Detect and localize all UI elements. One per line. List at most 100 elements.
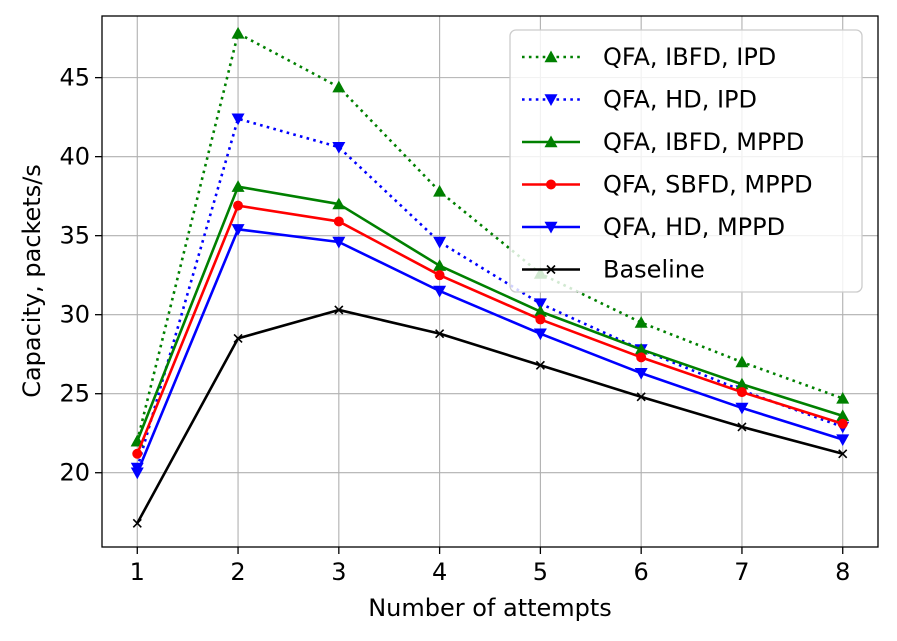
x-tick-label: 6 [634,558,649,586]
y-axis-label: Capacity, packets/s [18,164,46,398]
data-point [535,314,546,325]
data-point [533,305,547,317]
legend-marker [544,221,558,234]
legend-marker [544,135,558,148]
legend-label: Baseline [603,256,705,284]
data-point [332,141,346,154]
x-tick-label: 3 [331,558,346,586]
legend-entry: QFA, HD, MPPD [522,213,785,241]
legend-label: QFA, SBFD, MPPD [603,171,813,199]
legend-entry: QFA, IBFD, MPPD [522,128,804,156]
data-point [231,224,245,236]
legend-entry: Baseline [522,256,705,284]
x-axis-ticks: 1 2 3 4 5 6 7 8 [130,547,850,586]
data-point [334,305,344,315]
x-marker-stroke [838,449,848,459]
data-point [836,391,850,404]
x-tick-label: 7 [734,558,749,586]
series-qfa-sbfd-mppd [132,200,848,459]
legend: QFA, IBFD, IPD QFA, HD, IPD QFA, IBFD, MPP… [509,29,863,293]
x-tick-label: 1 [130,558,145,586]
legend-entry: QFA, HD, IPD [522,86,757,114]
data-point [636,352,647,363]
legend-box [509,29,863,293]
data-point [735,377,749,390]
legend-label: QFA, IBFD, MPPD [603,128,804,156]
data-point [836,434,850,447]
x-axis-label: Number of attempts [368,594,612,622]
data-point [735,355,749,368]
x-marker-stroke [636,392,646,402]
x-marker-stroke [334,305,344,315]
data-point [231,26,245,39]
data-point [736,387,747,398]
data-point [433,236,447,249]
data-point [634,316,648,328]
series-line [136,185,844,442]
data-point [634,367,648,380]
data-point [231,113,245,126]
legend-label: QFA, HD, IPD [603,86,757,114]
series-line [136,117,844,469]
legend-marker [544,94,558,106]
data-point [837,418,848,429]
data-point [433,184,447,197]
y-tick-label: 40 [59,143,90,171]
x-tick-label: 2 [230,558,245,586]
data-point [332,80,346,93]
legend-entry: QFA, SBFD, MPPD [522,171,813,199]
x-marker-stroke [535,360,545,370]
plot-series [130,26,850,528]
plot-frame [101,15,879,548]
y-tick-label: 25 [59,380,90,408]
data-point [332,197,346,210]
y-tick-label: 45 [59,64,90,92]
data-point [836,409,850,422]
data-point [433,285,447,298]
y-tick-label: 35 [59,222,90,250]
legend-marker [546,179,556,190]
x-marker-stroke [132,518,142,528]
x-tick-label: 5 [533,558,548,586]
legend-marker [546,264,556,275]
data-point [132,518,142,528]
data-point [332,236,346,249]
data-point [333,216,344,227]
data-point [435,329,445,339]
series-baseline [132,305,848,528]
data-point [233,333,243,343]
x-marker-stroke [737,422,747,432]
legend-marker [544,50,558,63]
y-axis-ticks: 20 25 30 35 40 45 [59,64,102,487]
x-tick-label: 8 [835,558,850,586]
data-point [533,328,547,341]
data-point [838,449,848,459]
data-point [634,342,648,355]
data-point [636,392,646,402]
x-marker-stroke [435,329,445,339]
data-point [533,298,547,311]
data-point [130,467,144,480]
y-tick-label: 20 [59,459,90,487]
data-point [233,200,244,211]
x-tick-label: 4 [432,558,447,586]
series-line [136,228,844,474]
legend-label: QFA, HD, MPPD [603,213,785,241]
legend-entries: QFA, IBFD, IPD QFA, HD, IPD QFA, IBFD, MPP… [522,43,813,284]
data-point [132,448,143,459]
y-tick-label: 30 [59,301,90,329]
x-marker-stroke [546,264,556,275]
series-line [136,204,844,455]
series-line [136,308,844,524]
data-point [434,270,445,281]
legend-label: QFA, IBFD, IPD [603,43,776,71]
data-point [433,259,447,271]
data-point [735,402,749,415]
legend-entry: QFA, IBFD, IPD [522,43,776,71]
data-point [737,422,747,432]
x-marker-stroke [233,333,243,343]
data-point [231,180,245,192]
data-point [535,360,545,370]
series-qfa-hd-mppd [130,224,850,480]
